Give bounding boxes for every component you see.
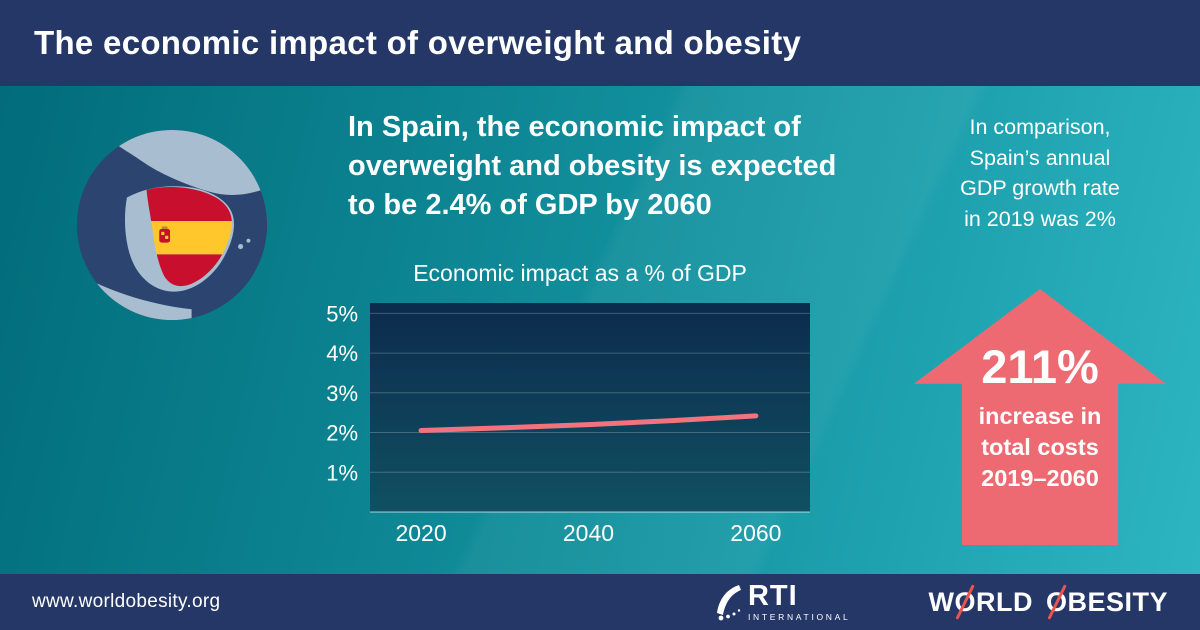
headline-line: In Spain, the economic impact of: [348, 111, 801, 143]
svg-text:2%: 2%: [326, 421, 358, 446]
svg-text:2060: 2060: [730, 520, 781, 546]
comparison-line: GDP growth rate: [960, 176, 1120, 201]
arrow-stat: 211% increase in total costs 2019–2060: [914, 341, 1166, 494]
svg-text:2020: 2020: [395, 520, 446, 546]
increase-caption: increase in total costs 2019–2060: [914, 401, 1166, 495]
comparison-line: Spain’s annual: [969, 145, 1111, 170]
comparison-note: In comparison, Spain’s annual GDP growth…: [930, 112, 1150, 234]
spain-map-badge: [74, 127, 270, 323]
wo-slashed-o-icon: O: [1045, 586, 1068, 617]
wo-slashed-o-icon: O: [954, 586, 976, 617]
spain-coat-of-arms-icon: [159, 226, 171, 243]
headline-line: overweight and obesity is expected: [348, 149, 837, 182]
world-obesity-logo: W O RLD O BESITY: [928, 587, 1168, 618]
wo-segment: W: [928, 586, 955, 617]
rti-logo: RTI INTERNATIONAL: [713, 582, 850, 622]
spain-flag-map-icon: [76, 129, 268, 321]
svg-text:2040: 2040: [563, 520, 614, 546]
comparison-line: In comparison,: [969, 115, 1111, 139]
wo-segment: RLD: [975, 586, 1033, 617]
increase-caption-line: increase in: [978, 402, 1102, 429]
increase-arrow-up-icon: 211% increase in total costs 2019–2060: [914, 289, 1166, 545]
gdp-impact-line-chart: 1% 2% 3% 4% 5% 2020 2040 2060: [300, 298, 820, 553]
footer-logos: RTI INTERNATIONAL W O RLD O BESITY: [713, 582, 1168, 622]
rti-subtitle: INTERNATIONAL: [747, 612, 851, 623]
svg-text:1%: 1%: [326, 460, 358, 485]
comparison-line: in 2019 was 2%: [964, 206, 1116, 231]
rti-logo-icon: [716, 585, 741, 621]
plot-area: [370, 303, 810, 512]
page-title: The economic impact of overweight and ob…: [34, 24, 802, 61]
increase-percentage: 211%: [981, 340, 1099, 393]
headline: In Spain, the economic impact of overwei…: [348, 108, 918, 225]
header-bar: The economic impact of overweight and ob…: [0, 0, 1200, 86]
website-url[interactable]: www.worldobesity.org: [32, 591, 221, 612]
wo-segment: BESITY: [1067, 586, 1168, 617]
svg-text:5%: 5%: [326, 301, 358, 326]
rti-name: RTI: [747, 580, 798, 613]
increase-caption-line: total costs: [981, 433, 1099, 460]
svg-text:3%: 3%: [326, 381, 358, 406]
footer-bar: www.worldobesity.org RTI INTERNATIONAL W…: [0, 574, 1200, 630]
headline-line: to be 2.4% of GDP by 2060: [348, 188, 712, 221]
rti-wordmark: RTI INTERNATIONAL: [748, 582, 850, 622]
increase-caption-line: 2019–2060: [981, 465, 1099, 492]
chart-title: Economic impact as a % of GDP: [413, 260, 747, 286]
svg-text:4%: 4%: [326, 341, 358, 366]
line-chart-canvas: 1% 2% 3% 4% 5% 2020 2040 2060: [326, 301, 810, 546]
